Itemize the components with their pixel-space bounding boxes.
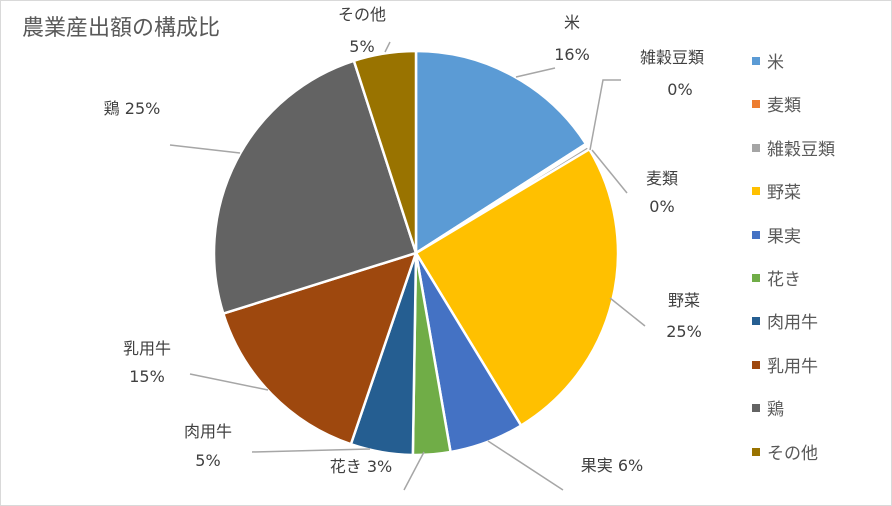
pie-slice-3 (414, 147, 620, 428)
data-label-value-9: 5% (349, 37, 374, 56)
legend-swatch (752, 447, 760, 456)
pie-slice-8 (212, 59, 418, 316)
data-label-name-9: その他 (338, 5, 386, 24)
chart-title: 農業産出額の構成比 (22, 16, 221, 41)
data-label-value-1: 0% (649, 197, 674, 216)
data-label-5: 花き 3% (330, 457, 392, 476)
legend-item-grains-beans: 雑穀豆類 (752, 131, 882, 174)
data-label-value-6: 5% (195, 451, 220, 470)
leader-line-5 (403, 451, 425, 491)
data-label-value-2: 0% (667, 80, 692, 99)
legend-label: 雑穀豆類 (767, 139, 835, 160)
data-label-value-0: 16% (554, 45, 590, 64)
legend-swatch (752, 404, 760, 413)
legend-swatch (752, 57, 760, 65)
legend-item-beef-cattle: 肉用牛 (752, 304, 882, 347)
legend-label: その他 (767, 443, 818, 464)
data-label-value-3: 25% (666, 322, 702, 341)
legend-label: 肉用牛 (767, 313, 818, 334)
legend-item-other: その他 (752, 435, 882, 478)
legend: 米 麦類 雑穀豆類 野菜 果実 花き 肉用牛 乳用牛 鶏 その他 (752, 44, 882, 478)
leader-line-4 (487, 440, 564, 491)
legend-item-fruit: 果実 (752, 218, 882, 261)
data-label-name-3: 野菜 (668, 291, 700, 310)
legend-item-rice: 米 (752, 44, 882, 87)
legend-item-wheat: 麦類 (752, 87, 882, 130)
leader-line-7 (189, 373, 269, 391)
legend-label: 果実 (767, 226, 801, 247)
legend-item-vegetables: 野菜 (752, 174, 882, 217)
legend-swatch (752, 230, 760, 239)
legend-label: 花き (767, 269, 801, 290)
legend-swatch (752, 143, 760, 152)
legend-label: 麦類 (767, 96, 801, 117)
legend-label: 野菜 (767, 183, 801, 204)
data-label-name-7: 乳用牛 (123, 339, 171, 358)
pie-slice-7 (221, 251, 418, 446)
legend-swatch (752, 317, 760, 326)
legend-item-flowers: 花き (752, 261, 882, 304)
leader-line-0 (515, 67, 556, 78)
data-label-name-0: 米 (564, 13, 580, 32)
data-label-name-1: 麦類 (646, 169, 678, 188)
leader-line-3 (609, 297, 646, 327)
legend-swatch (752, 187, 760, 196)
data-label-name-2: 雑穀豆類 (640, 48, 704, 67)
legend-item-dairy-cattle: 乳用牛 (752, 348, 882, 391)
leader-line-6 (251, 448, 371, 453)
leader-line-9 (384, 41, 391, 53)
legend-label: 乳用牛 (767, 356, 818, 377)
data-label-8: 鶏 25% (104, 99, 161, 118)
data-label-name-6: 肉用牛 (184, 422, 232, 441)
legend-swatch (752, 360, 760, 369)
legend-label: 鶏 (767, 400, 784, 421)
pie-slice-0 (414, 49, 588, 256)
leader-line-2 (589, 79, 621, 151)
leader-line-8 (169, 144, 241, 154)
data-label-value-7: 15% (129, 367, 165, 386)
leader-line-1 (591, 149, 628, 194)
legend-swatch (752, 100, 760, 109)
legend-item-chicken: 鶏 (752, 391, 882, 434)
legend-swatch (752, 273, 760, 282)
pie-slice-9 (352, 49, 418, 254)
data-label-4: 果実 6% (581, 456, 643, 475)
legend-label: 米 (767, 53, 784, 73)
